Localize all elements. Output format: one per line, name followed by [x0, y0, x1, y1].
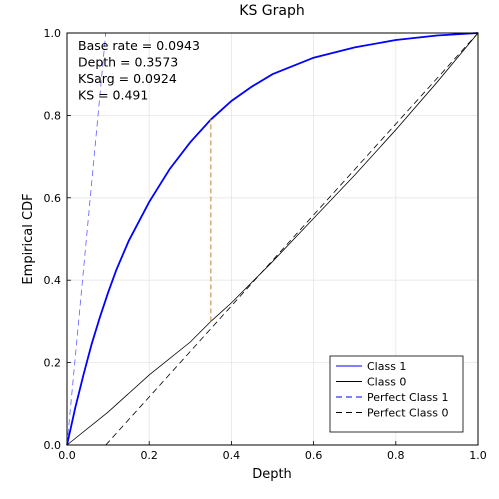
legend-label: Class 0 — [367, 376, 406, 389]
legend-box — [329, 355, 464, 433]
y-tick-label: 0.4 — [44, 274, 62, 287]
annotation-text: Base rate = 0.0943 — [78, 38, 200, 53]
annotation-text: KSarg = 0.0924 — [78, 71, 177, 86]
x-tick-label: 0.6 — [305, 449, 323, 462]
x-axis-label: Depth — [252, 467, 292, 482]
series-line-perfect-class-0 — [105, 32, 479, 446]
x-tick-label: 0.4 — [223, 449, 241, 462]
chart-title: KS Graph — [239, 3, 304, 19]
annotation-text: KS = 0.491 — [78, 88, 148, 103]
y-tick-label: 0.2 — [44, 357, 62, 370]
series-line-class-0 — [66, 32, 479, 446]
x-tick-label: 0.2 — [140, 449, 158, 462]
tick-labels: 0.0 0.2 0.4 0.6 0.8 1.0 0.0 0.2 0.4 0.6 0.8 1.0 — [44, 27, 487, 462]
axes-frame — [66, 32, 479, 446]
y-tick-label: 0.6 — [44, 192, 62, 205]
legend-label: Perfect Class 0 — [367, 407, 448, 420]
legend: Class 1 Class 0 Perfect Class 1 Perfect Cla… — [329, 355, 464, 433]
y-tick-label: 1.0 — [44, 27, 62, 40]
series-line-class-1 — [66, 32, 479, 446]
x-tick-label: 1.0 — [469, 449, 487, 462]
x-tick-label: 0.8 — [387, 449, 405, 462]
y-axis-label: Empirical CDF — [21, 193, 36, 284]
y-tick-label: 0.8 — [44, 109, 62, 122]
y-tick-label: 0.0 — [44, 439, 62, 452]
plot-frame — [66, 32, 479, 446]
x-tick-label: 0.0 — [58, 449, 76, 462]
legend-label: Class 1 — [367, 360, 406, 373]
legend-label: Perfect Class 1 — [367, 391, 448, 404]
annotation-text: Depth = 0.3573 — [78, 55, 178, 70]
